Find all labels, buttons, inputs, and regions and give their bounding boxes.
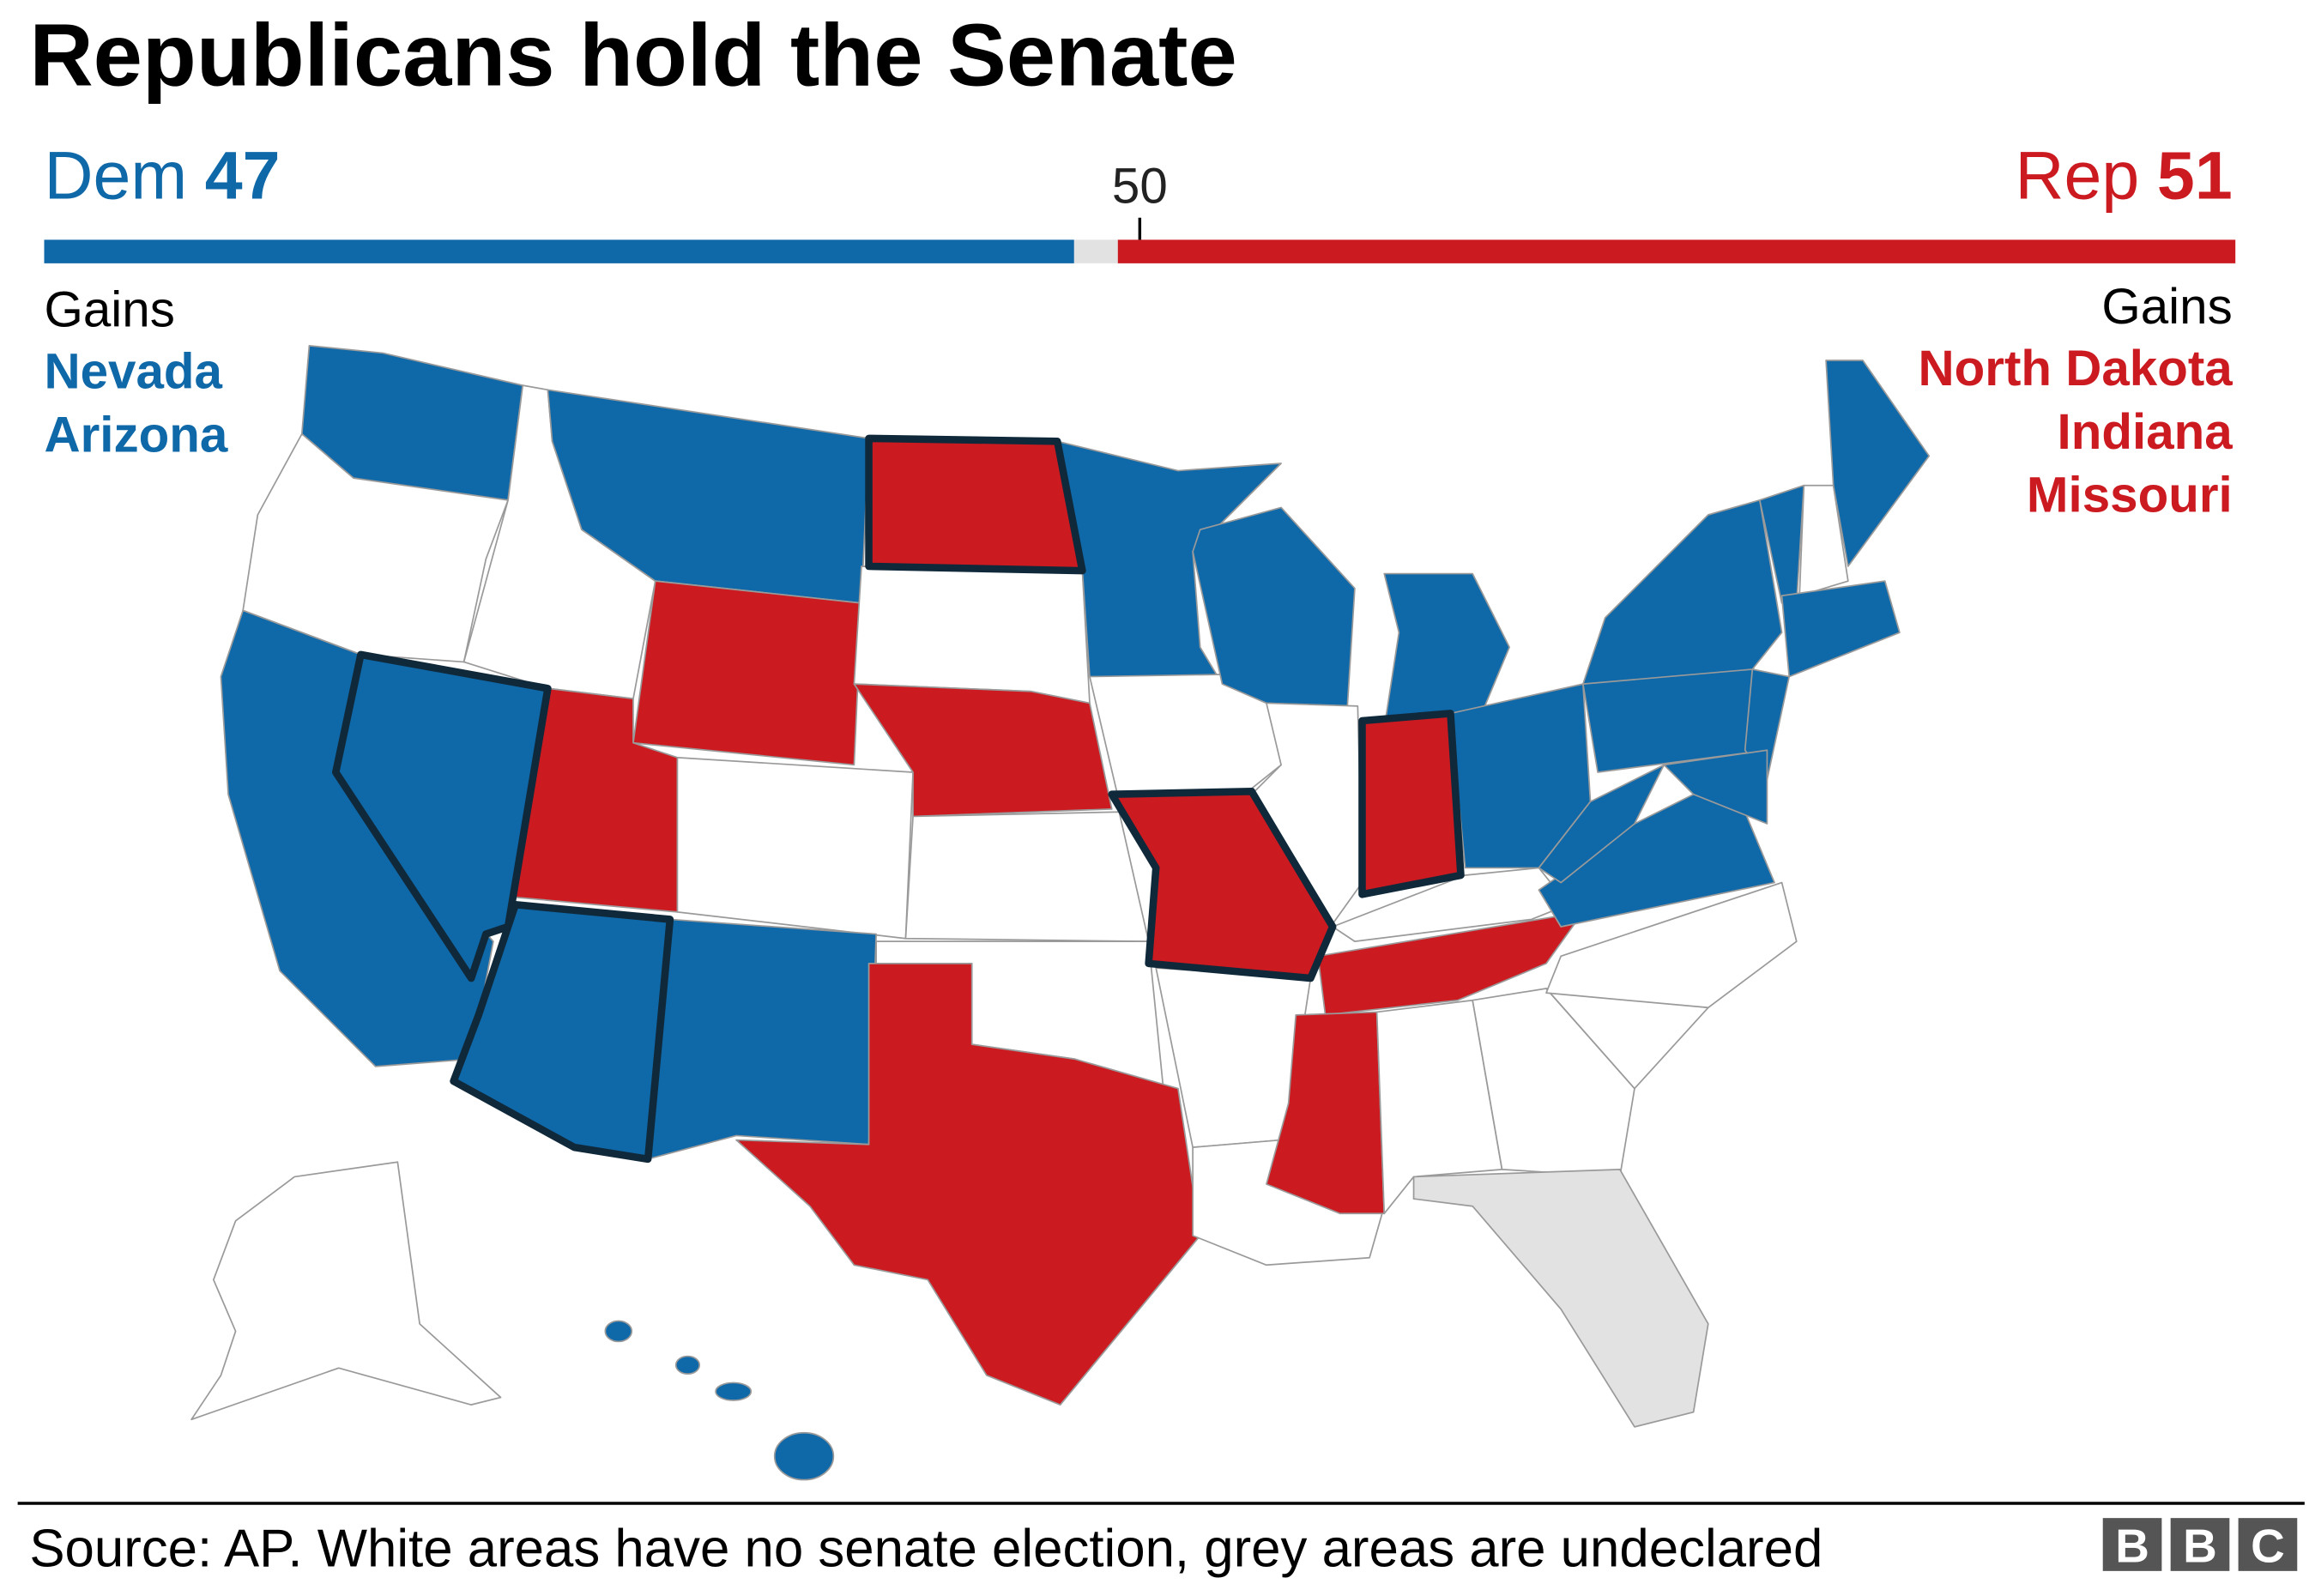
logo-letter: C (2251, 1520, 2285, 1573)
state (632, 580, 862, 766)
island (604, 1320, 633, 1343)
state (1780, 580, 1901, 678)
state (190, 1161, 502, 1421)
state (1412, 1169, 1709, 1428)
rep-gain: Missouri (2027, 468, 2233, 523)
logo-letter: B (2115, 1520, 2149, 1573)
state (1056, 440, 1282, 685)
state (1375, 999, 1503, 1215)
state (853, 565, 1091, 704)
rep-bar (1117, 239, 2236, 263)
logo-block (2102, 1518, 2162, 1571)
rep-gains-heading: Gains (2101, 279, 2232, 335)
state (1472, 988, 1635, 1178)
gained-state (332, 650, 552, 982)
state (1663, 749, 1768, 825)
dem-bar (44, 239, 1074, 263)
majority-label: 50 (1112, 159, 1168, 215)
island (773, 1431, 835, 1481)
state (904, 811, 1150, 942)
dem-total: Dem 47 (44, 137, 280, 213)
state (735, 963, 1201, 1406)
island (674, 1355, 701, 1375)
state (1545, 881, 1798, 1009)
title: Republicans hold the Senate (29, 5, 1236, 104)
island (715, 1381, 753, 1401)
rep-seats: 51 (2157, 137, 2233, 213)
state (853, 683, 1113, 818)
logo-block (2238, 1518, 2298, 1571)
dem-gains-heading: Gains (44, 282, 174, 338)
rep-gain: North Dakota (1919, 341, 2233, 396)
source: Source: AP. White areas have no senate e… (29, 1520, 1822, 1579)
us-map (190, 345, 1931, 1481)
state (1825, 360, 1931, 567)
rep-total: Rep 51 (2016, 137, 2233, 213)
rep-label: Rep (2016, 137, 2140, 213)
state (1582, 499, 1783, 685)
dem-label: Dem (44, 137, 187, 213)
gained-state (1358, 710, 1465, 898)
gained-state (865, 434, 1086, 575)
logo-letter: B (2183, 1520, 2217, 1573)
state (1317, 911, 1584, 1016)
rep-gain: Indiana (2058, 404, 2233, 460)
dem-gain: Nevada (44, 344, 222, 400)
gained-state (1108, 787, 1337, 982)
gained-state (450, 901, 674, 1164)
state (647, 918, 877, 1160)
state (1798, 484, 1849, 597)
state (1538, 764, 1665, 884)
logo-block (2170, 1518, 2230, 1571)
dem-gain: Arizona (44, 407, 227, 462)
dem-seats: 47 (205, 137, 281, 213)
state (676, 756, 914, 940)
